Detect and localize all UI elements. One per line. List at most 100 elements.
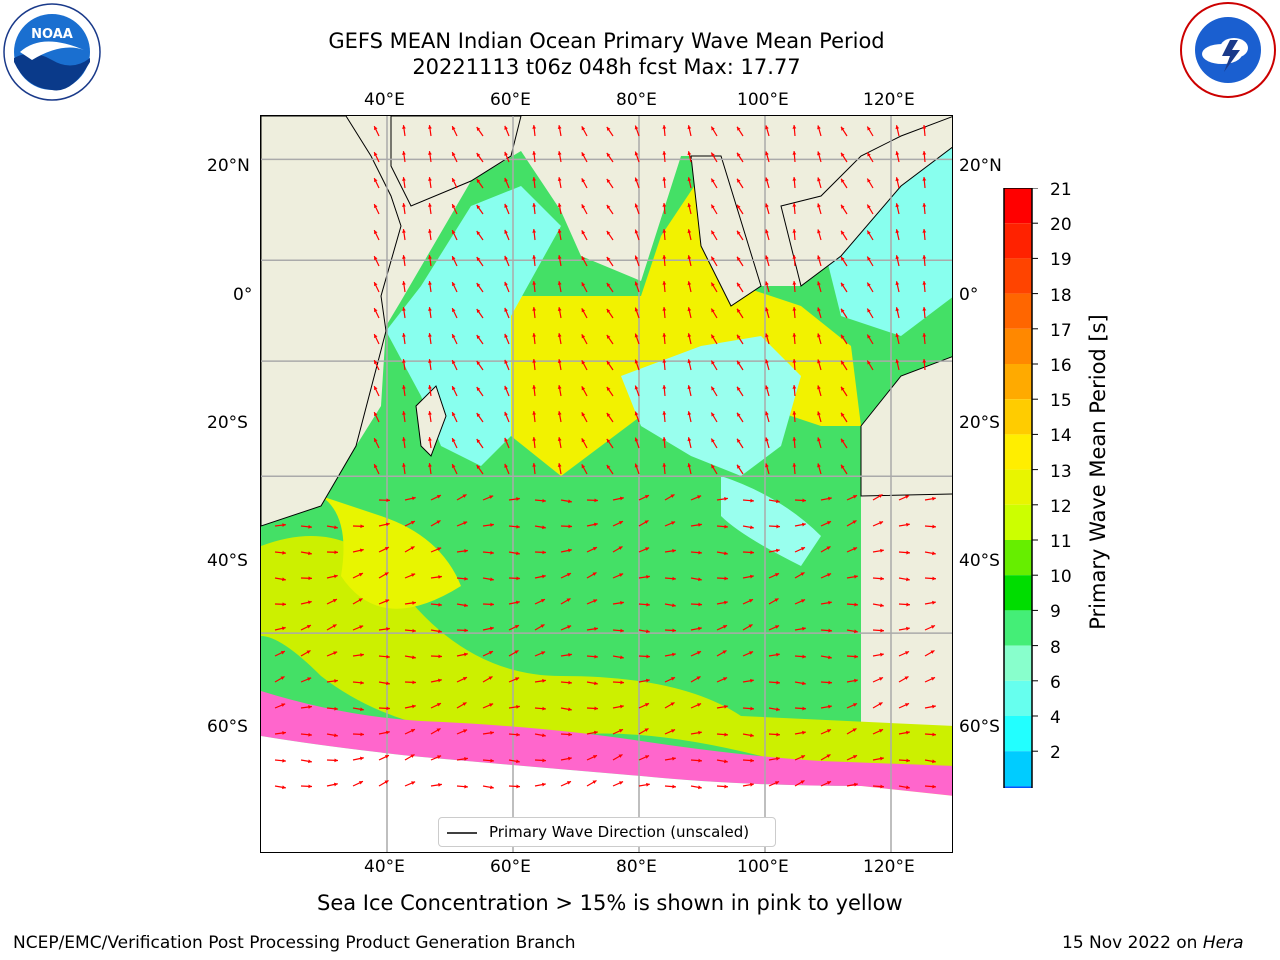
wave-direction-arrowhead	[516, 576, 520, 581]
wave-direction-arrowhead	[932, 551, 936, 556]
wave-direction-arrowhead	[828, 655, 832, 660]
wave-direction-arrowhead	[504, 307, 508, 312]
wave-direction-arrowhead	[749, 599, 753, 603]
lat-label-right-60s: 60°S	[959, 717, 1000, 737]
wave-direction-arrowhead	[402, 359, 406, 363]
wave-direction-arrowhead	[774, 598, 779, 602]
wave-direction-arrowhead	[557, 411, 562, 415]
wave-direction-arrowhead	[557, 255, 562, 259]
wave-direction-arrowhead	[566, 598, 571, 602]
wave-direction-arrowhead	[490, 785, 494, 790]
wave-direction-arrowhead	[411, 496, 416, 501]
wave-direction-arrowhead	[282, 758, 286, 763]
wave-direction-arrowhead	[711, 282, 715, 287]
wave-direction-arrowhead	[696, 676, 701, 680]
wave-direction-arrowhead	[557, 359, 562, 363]
wave-direction-arrowhead	[308, 732, 312, 737]
wave-direction-arrowhead	[853, 495, 857, 499]
wave-direction-arrowhead	[827, 521, 831, 525]
colorbar-segment	[1004, 540, 1032, 576]
wave-direction-arrowhead	[765, 385, 769, 390]
legend-line-sample	[447, 832, 477, 834]
wave-direction-arrowhead	[765, 437, 769, 442]
wave-direction-arrowhead	[452, 386, 456, 391]
wave-direction-arrowhead	[854, 782, 858, 787]
wave-direction-arrowhead	[662, 151, 667, 155]
wave-direction-arrowhead	[592, 547, 597, 551]
wave-direction-arrowhead	[402, 307, 406, 311]
wave-direction-arrowhead	[817, 437, 821, 442]
wave-direction-arrowhead	[374, 204, 378, 209]
wave-direction-arrowhead	[765, 333, 769, 338]
wave-direction-arrowhead	[557, 333, 562, 337]
colorbar-tick-label: 16	[1050, 356, 1072, 376]
wave-direction-arrowhead	[567, 781, 571, 785]
wave-direction-arrowhead	[360, 732, 364, 737]
wave-direction-arrowhead	[906, 602, 910, 607]
lat-label-left-0: 0°	[233, 285, 253, 305]
wave-direction-arrowhead	[841, 126, 845, 131]
colorbar-tick-label: 14	[1050, 426, 1072, 447]
wave-direction-arrowhead	[542, 733, 546, 738]
wave-direction-arrowhead	[581, 334, 586, 339]
wave-direction-arrowhead	[452, 308, 456, 313]
wave-direction-arrowhead	[895, 333, 900, 338]
wave-direction-arrowhead	[852, 728, 857, 732]
wave-direction-arrowhead	[792, 411, 797, 415]
wave-direction-arrowhead	[436, 703, 441, 707]
wave-direction-arrowhead	[687, 437, 692, 442]
wave-direction-arrowhead	[879, 521, 884, 525]
wave-direction-arrowhead	[476, 178, 481, 183]
wave-direction-arrowhead	[606, 256, 611, 261]
wave-direction-arrowhead	[488, 676, 493, 680]
wave-direction-arrowhead	[532, 463, 537, 467]
wave-direction-arrowhead	[711, 126, 715, 131]
wave-direction-arrowhead	[542, 525, 546, 530]
lon-label-bottom-40e: 40°E	[364, 857, 405, 877]
wave-direction-arrowhead	[879, 729, 884, 733]
wave-direction-arrowhead	[697, 495, 702, 499]
wave-direction-arrowhead	[737, 308, 741, 313]
wave-direction-arrowhead	[724, 576, 728, 581]
wave-direction-arrowhead	[385, 522, 390, 527]
wave-direction-arrowhead	[634, 463, 639, 468]
wave-direction-arrowhead	[817, 359, 821, 364]
wave-direction-arrowhead	[464, 784, 468, 789]
wave-direction-arrowhead	[606, 230, 611, 235]
wave-direction-arrowhead	[359, 625, 364, 629]
wave-period-map	[260, 115, 953, 853]
wave-direction-arrowhead	[532, 333, 537, 337]
wave-direction-arrowhead	[880, 628, 884, 633]
wave-direction-arrowhead	[687, 229, 692, 234]
wave-direction-arrowhead	[841, 412, 845, 417]
wave-direction-arrowhead	[687, 125, 692, 130]
wave-direction-arrowhead	[765, 411, 769, 416]
wave-direction-arrowhead	[541, 574, 546, 579]
wave-direction-arrowhead	[452, 230, 456, 235]
wave-direction-arrowhead	[436, 495, 441, 499]
wave-direction-arrowhead	[542, 678, 546, 683]
wave-direction-arrowhead	[670, 702, 675, 706]
wave-direction-arrowhead	[841, 282, 845, 287]
india-land	[690, 155, 762, 307]
wave-direction-arrowhead	[867, 360, 871, 365]
wave-direction-arrowhead	[697, 626, 702, 631]
colorbar-tick-label: 9	[1050, 602, 1061, 623]
wave-direction-arrowhead	[581, 230, 586, 235]
wave-direction-arrowhead	[800, 572, 805, 576]
wave-direction-arrowhead	[792, 177, 797, 181]
wave-direction-arrowhead	[671, 729, 676, 733]
wave-direction-arrowhead	[476, 464, 481, 469]
wave-direction-arrowhead	[852, 520, 857, 524]
wave-direction-arrowhead	[606, 152, 611, 157]
wave-direction-arrowhead	[515, 677, 520, 681]
wave-direction-arrowhead	[765, 307, 769, 312]
wave-direction-arrowhead	[724, 524, 728, 529]
wave-direction-arrowhead	[402, 411, 406, 415]
wave-direction-arrowhead	[817, 463, 821, 468]
colorbar-segment	[1004, 716, 1032, 752]
wave-direction-arrowhead	[792, 385, 797, 389]
lat-label-left-40s: 40°S	[207, 551, 248, 571]
wave-direction-arrowhead	[867, 334, 871, 339]
lat-label-left-60s: 60°S	[207, 717, 248, 737]
